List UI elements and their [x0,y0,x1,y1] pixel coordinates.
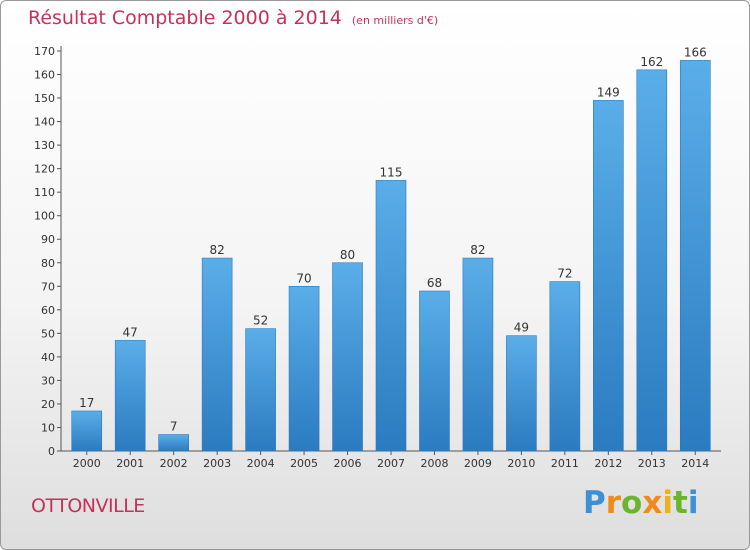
chart-title-block: Résultat Comptable 2000 à 2014 (en millie… [28,7,438,29]
x-tick-label: 2009 [464,457,492,470]
y-tick-label: 150 [34,92,55,105]
y-tick-label: 140 [34,116,55,129]
logo-letter: P [583,485,606,521]
bar-2003 [201,257,233,452]
data-label: 72 [557,267,572,281]
x-tick-label: 2014 [681,457,709,470]
y-tick-label: 100 [34,210,55,223]
bar-2011 [549,281,581,452]
logo-letter: r [605,485,622,521]
bar-2001 [114,340,146,452]
chart-bars [71,60,711,452]
data-label: 49 [514,321,529,335]
town-name: OTTONVILLE [31,495,145,517]
proxiti-logo: Proxiti [583,485,698,521]
x-tick-label: 2011 [551,457,579,470]
bar-2006 [332,262,363,452]
x-tick-label: 2005 [290,457,318,470]
bar-2000 [71,410,103,452]
y-tick-label: 80 [41,257,55,270]
y-tick-label: 0 [48,445,55,458]
y-tick-label: 160 [34,69,55,82]
logo-letter: i [687,485,699,521]
x-tick-label: 2003 [203,457,231,470]
data-label: 115 [380,165,403,179]
y-tick-label: 50 [41,327,55,340]
bar-2007 [375,180,407,452]
x-tick-label: 2012 [594,457,622,470]
bar-2005 [288,285,320,452]
data-label: 70 [296,271,311,285]
data-label: 47 [123,325,138,339]
x-tick-label: 2001 [116,457,144,470]
bar-2008 [419,290,450,452]
chart-title: Résultat Comptable 2000 à 2014 [28,7,342,29]
y-tick-label: 60 [41,304,55,317]
y-tick-label: 170 [34,45,55,58]
x-tick-label: 2006 [334,457,362,470]
data-label: 68 [427,276,442,290]
data-label: 7 [170,420,178,434]
y-tick-label: 70 [41,280,55,293]
bar-2012 [593,100,624,452]
data-label: 80 [340,248,355,262]
data-label: 52 [253,314,268,328]
data-label: 162 [640,55,663,69]
x-tick-label: 2008 [420,457,448,470]
bar-2010 [506,335,537,452]
y-tick-label: 120 [34,163,55,176]
y-tick-label: 40 [41,351,55,364]
y-tick-label: 110 [34,186,55,199]
y-tick-label: 90 [41,233,55,246]
x-tick-label: 2007 [377,457,405,470]
bar-2004 [245,328,276,452]
chart-labels: 17 2000 47 2001 7 2002 82 2003 52 2004 70 2005 80 200… [73,45,710,470]
y-tick-label: 30 [41,374,55,387]
chart-subtitle: (en milliers d'€) [351,14,439,27]
logo-letter: i [662,485,673,521]
data-label: 149 [597,85,620,99]
x-tick-label: 2010 [507,457,535,470]
data-label: 82 [470,243,485,257]
bar-2014 [679,60,711,452]
y-tick-label: 10 [41,421,55,434]
y-tick-label: 130 [34,139,55,152]
data-label: 166 [684,45,707,59]
bar-2009 [462,257,494,452]
data-label: 82 [209,243,224,257]
x-tick-label: 2002 [160,457,188,470]
logo-letter: o [621,485,643,521]
x-tick-label: 2000 [73,457,101,470]
y-tick-label: 20 [41,398,55,411]
logo-letter: t [672,485,688,521]
bar-2013 [636,69,668,452]
logo-letter: x [642,485,663,521]
bar-2002 [158,434,189,452]
data-label: 17 [79,396,94,410]
x-tick-label: 2004 [247,457,275,470]
x-tick-label: 2013 [638,457,666,470]
